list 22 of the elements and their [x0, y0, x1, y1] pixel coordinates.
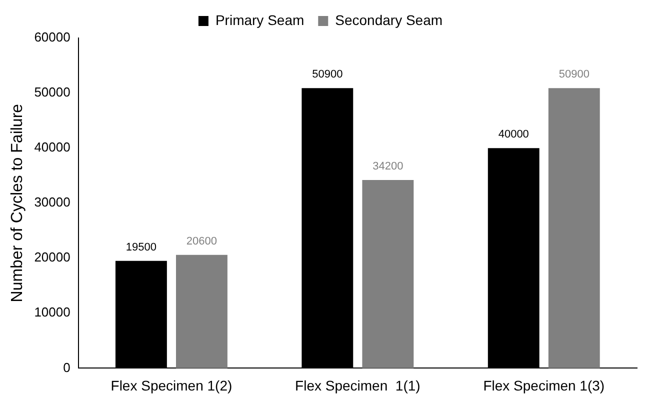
y-tick-label: 20000	[34, 250, 70, 265]
data-label: 20600	[186, 235, 218, 248]
bar	[362, 180, 414, 368]
bar	[548, 88, 600, 368]
bar	[176, 254, 228, 368]
y-axis-title: Number of Cycles to Failure	[9, 104, 26, 302]
data-label: 50900	[558, 68, 590, 81]
y-tick-label: 30000	[34, 194, 70, 210]
y-tick-label: 50000	[34, 84, 70, 100]
data-label: 19500	[126, 241, 156, 254]
y-tick-label: 40000	[34, 140, 70, 155]
y-tick-label: 10000	[34, 304, 70, 320]
legend-label: Secondary Seam	[335, 12, 443, 28]
x-tick-label: Flex Specimen 1(1)	[295, 377, 420, 394]
data-label: 34200	[372, 160, 404, 173]
x-tick-label: Flex Specimen 1(2)	[110, 377, 232, 394]
y-tick-label: 0	[63, 360, 70, 375]
legend-label: Primary Seam	[215, 12, 304, 28]
data-label: 50900	[312, 68, 343, 81]
data-label: 40000	[498, 128, 529, 141]
x-tick-label: Flex Specimen 1(3)	[483, 377, 605, 394]
y-tick-label: 60000	[34, 30, 70, 45]
